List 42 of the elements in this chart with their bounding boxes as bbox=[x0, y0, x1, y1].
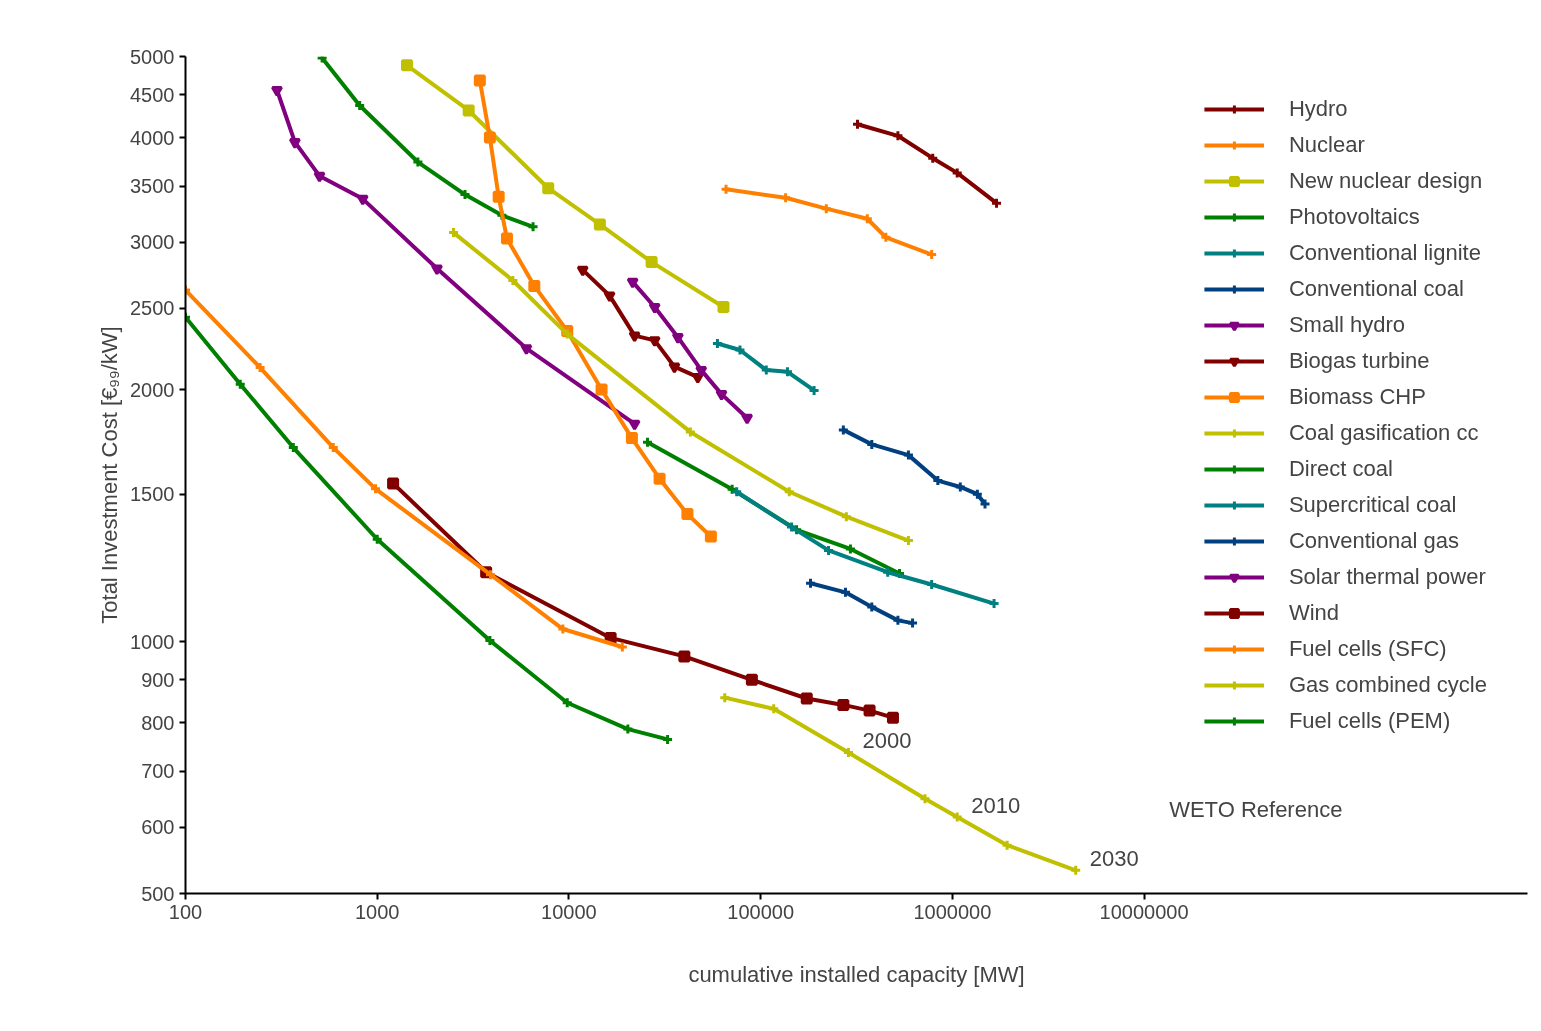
legend-label: New nuclear design bbox=[1288, 168, 1483, 194]
legend-label: Direct coal bbox=[1288, 456, 1393, 482]
legend-label: Small hydro bbox=[1288, 312, 1406, 338]
y-tick-label: 700 bbox=[141, 760, 175, 783]
legend-label: Gas combined cycle bbox=[1288, 672, 1487, 698]
legend-label: Biogas turbine bbox=[1288, 348, 1430, 374]
y-tick-label: 2000 bbox=[130, 378, 175, 401]
legend-label: Supercritical coal bbox=[1288, 492, 1457, 518]
x-tick-label: 1000 bbox=[354, 900, 400, 923]
legend-label: Conventional lignite bbox=[1288, 240, 1481, 266]
y-tick-label: 1500 bbox=[130, 483, 175, 506]
legend-label: Fuel cells (PEM) bbox=[1288, 708, 1451, 734]
y-tick-label: 5000 bbox=[130, 45, 175, 68]
x-tick-label: 1000000 bbox=[913, 900, 992, 923]
legend-label: Solar thermal power bbox=[1288, 564, 1486, 590]
annotation: 2030 bbox=[1089, 846, 1139, 872]
annotation: WETO Reference bbox=[1169, 797, 1343, 823]
legend-label: Wind bbox=[1288, 600, 1340, 626]
y-tick-label: 800 bbox=[141, 711, 175, 734]
legend-label: Photovoltaics bbox=[1288, 204, 1420, 230]
legend-label: Fuel cells (SFC) bbox=[1288, 636, 1447, 662]
annotation: 2010 bbox=[971, 793, 1021, 819]
y-tick-label: 3000 bbox=[130, 231, 175, 254]
x-tick-label: 100000 bbox=[727, 900, 795, 923]
y-tick-label: 2500 bbox=[130, 297, 175, 320]
y-axis-title: Total Investment Cost [€₉₉/kW] bbox=[97, 326, 123, 624]
y-tick-label: 3500 bbox=[130, 175, 175, 198]
y-tick-label: 1000 bbox=[130, 630, 175, 653]
x-axis-title: cumulative installed capacity [MW] bbox=[688, 961, 1025, 987]
legend-label: Nuclear bbox=[1288, 132, 1365, 158]
legend-label: Biomass CHP bbox=[1288, 384, 1426, 410]
y-tick-label: 4500 bbox=[130, 83, 175, 106]
x-tick-label: 10000 bbox=[541, 900, 597, 923]
y-tick-label: 900 bbox=[141, 668, 175, 691]
y-tick-label: 4000 bbox=[130, 126, 175, 149]
legend-label: Hydro bbox=[1288, 96, 1348, 122]
y-tick-label: 600 bbox=[141, 816, 175, 839]
legend-label: Coal gasification cc bbox=[1288, 420, 1479, 446]
legend-label: Conventional gas bbox=[1288, 528, 1459, 554]
legend-label: Conventional coal bbox=[1288, 276, 1464, 302]
x-tick-label: 10000000 bbox=[1099, 900, 1189, 923]
annotation: 2000 bbox=[862, 728, 912, 754]
